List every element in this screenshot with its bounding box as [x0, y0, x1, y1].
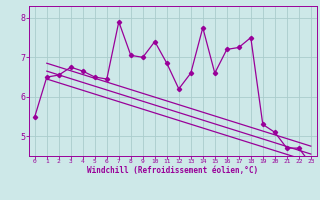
X-axis label: Windchill (Refroidissement éolien,°C): Windchill (Refroidissement éolien,°C): [87, 166, 258, 175]
